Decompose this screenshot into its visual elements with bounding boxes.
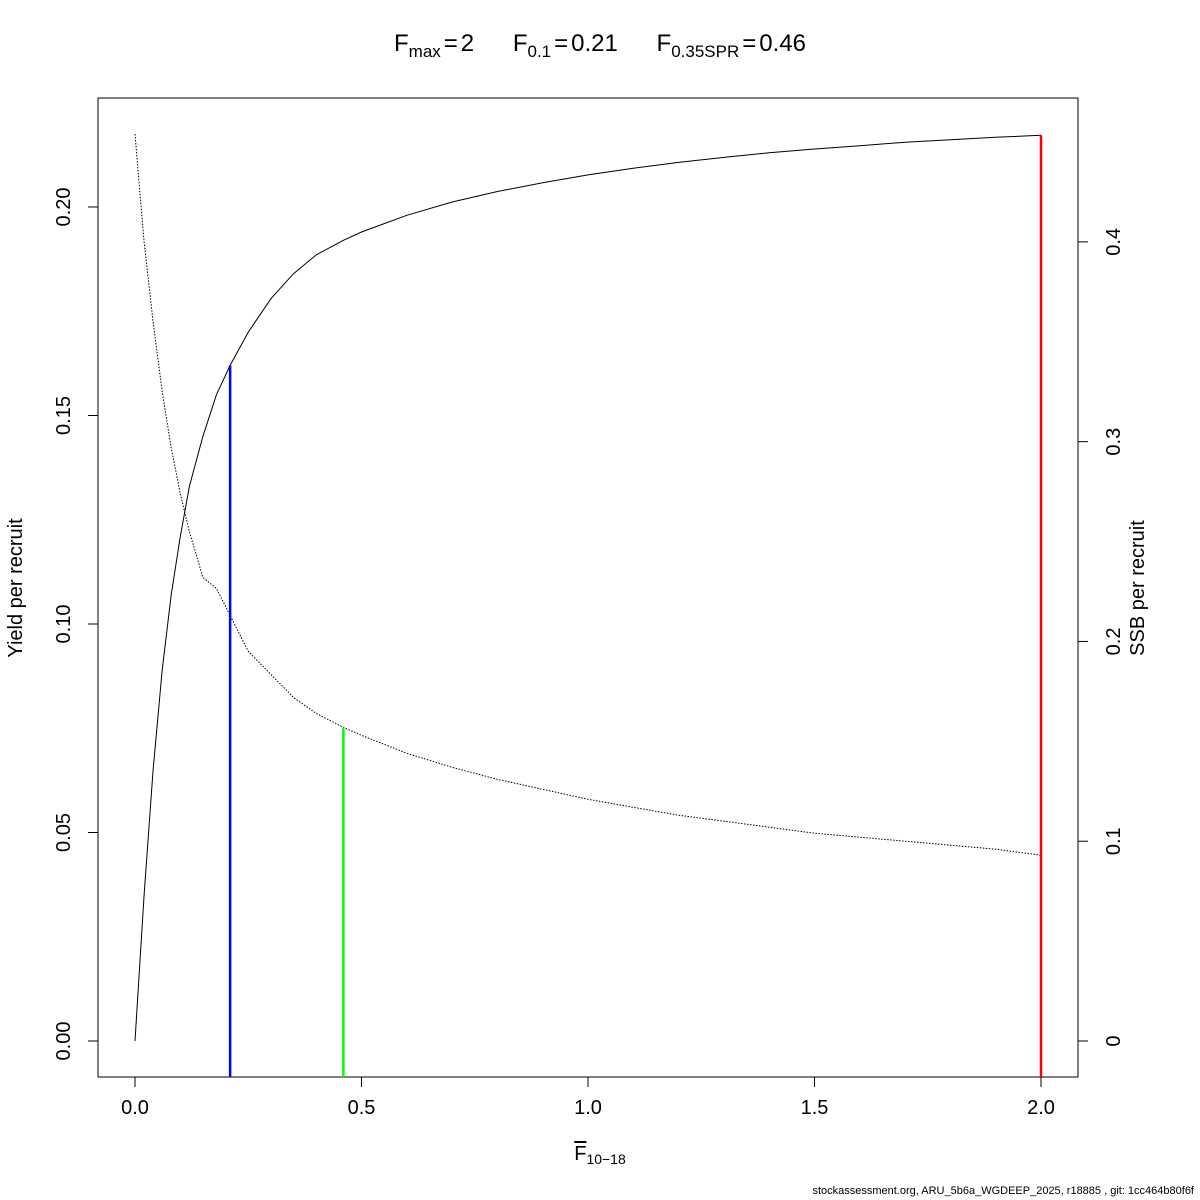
x-tick-label: 0.0 [121,1097,149,1119]
yield-per-recruit-line [134,134,1042,1042]
x-tick-label: 0.5 [348,1097,376,1119]
y-left-tick-label: 0.15 [53,396,75,435]
y-right-tick-label: 0.2 [1103,628,1125,656]
x-tick-label: 1.5 [801,1097,829,1119]
y-left-tick-label: 0.00 [53,1022,75,1061]
title-fmax: Fmax = 2 [393,30,475,61]
y-left-tick-label: 0.10 [53,605,75,644]
plot-frame [97,97,1079,1078]
title-fspr: F0.35SPR = 0.46 [656,30,806,61]
y-right-tick-label: 0.1 [1103,827,1125,855]
y-axis-left-label: Yield per recruit [5,518,27,658]
x-tick-label: 2.0 [1027,1097,1055,1119]
y-right-tick-label: 0 [1103,1035,1125,1046]
y-axis-right-label: SSB per recruit [1127,520,1149,656]
x-tick-label: 1.0 [574,1097,602,1119]
y-right-tick-label: 0.4 [1103,228,1125,256]
y-right-tick-label: 0.3 [1103,428,1125,456]
ssb-per-recruit-line [134,133,1042,856]
chart-title: Fmax = 2 F0.1 = 0.21 F0.35SPR = 0.46 [0,30,1200,62]
y-left-tick-label: 0.20 [53,188,75,227]
x-axis-label: F10−18 [574,1143,626,1168]
title-f01: F0.1 = 0.21 [512,30,618,61]
footer-credit: stockassessment.org, ARU_5b6a_WGDEEP_202… [812,1185,1194,1197]
y-left-tick-label: 0.05 [53,813,75,852]
